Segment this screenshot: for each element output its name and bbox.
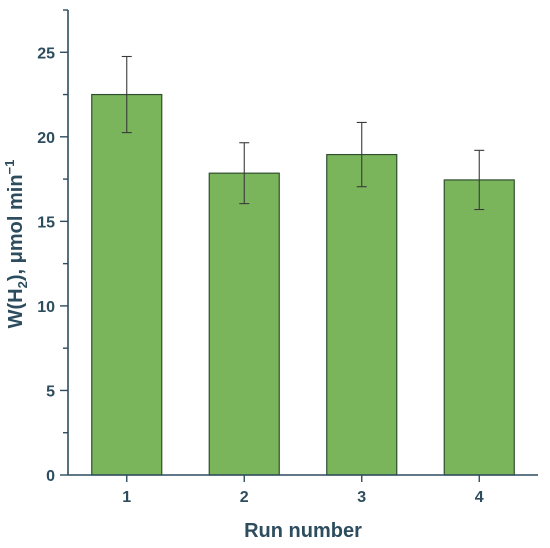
labels-group: Run number W(H2), μmol min−1 [2,160,362,542]
x-tick-label: 2 [240,489,249,506]
y-axis-title-subscript: 2 [15,281,30,288]
y-axis-title-middle: ), μmol min [5,174,27,281]
bar-run-4 [443,179,515,476]
error-bar-run-3 [356,121,367,188]
error-bars-group [121,55,485,211]
y-tick-label: 25 [37,45,55,62]
bar-run-3 [326,153,398,476]
error-bar-run-2 [239,142,250,205]
x-tick-label: 1 [122,489,131,506]
x-tick-label: 4 [475,489,484,506]
x-axis-title: Run number [244,520,362,542]
y-tick-label: 5 [46,383,55,400]
error-bar-run-4 [474,149,485,211]
y-axis-title-prefix: W(H [5,288,27,328]
bar-run-2 [208,172,280,476]
bar-run-1 [91,93,163,476]
axes-group: 1 2 3 4 0 5 10 15 20 25 [37,9,538,506]
bars-group [91,93,515,476]
error-bar-run-1 [121,55,132,134]
y-axis-title: W(H2), μmol min−1 [2,160,30,329]
y-tick-label: 10 [37,299,55,316]
y-tick-label: 0 [46,468,55,485]
y-tick-label: 20 [37,130,55,147]
y-axis-title-superscript: −1 [2,160,17,175]
y-tick-label: 15 [37,214,55,231]
x-tick-label: 3 [357,489,366,506]
